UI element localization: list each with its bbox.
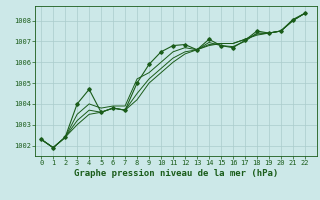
X-axis label: Graphe pression niveau de la mer (hPa): Graphe pression niveau de la mer (hPa) (74, 169, 278, 178)
